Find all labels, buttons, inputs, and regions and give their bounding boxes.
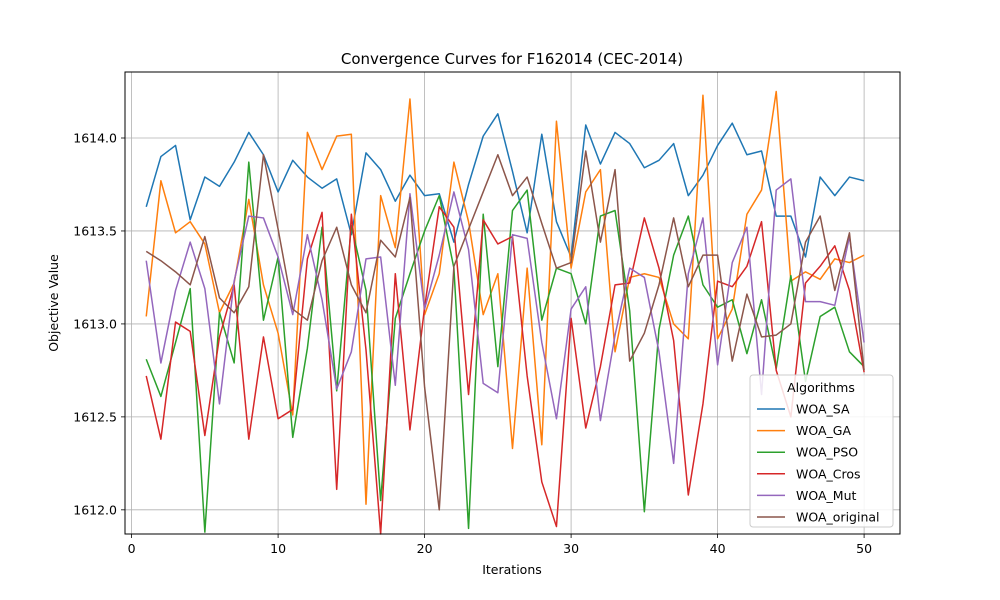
legend-title: Algorithms	[787, 380, 855, 395]
x-tick-label: 30	[563, 541, 579, 556]
legend-entry: WOA_PSO	[796, 445, 858, 460]
legend-entry: WOA_original	[796, 510, 880, 525]
series-line-woa-sa	[145, 113, 865, 258]
y-tick-label: 1614.0	[73, 131, 117, 146]
legend-entry: WOA_GA	[796, 423, 851, 438]
series-line-woa-original	[145, 150, 865, 511]
legend-entry: WOA_Cros	[796, 466, 861, 481]
legend-entry: WOA_Mut	[796, 488, 856, 503]
y-tick-label: 1612.0	[73, 502, 117, 517]
legend-items: WOA_SA WOA_GA WOA_PSO WOA_Cros WOA_Mut WOA_or…	[757, 402, 880, 525]
x-tick-label: 20	[417, 541, 433, 556]
chart-title: Convergence Curves for F162014 (CEC-2014…	[341, 50, 683, 68]
legend-box	[749, 374, 894, 528]
series-line-woa-ga	[145, 90, 865, 505]
x-tick-label: 40	[710, 541, 726, 556]
series-line-woa-mut	[145, 178, 865, 465]
x-tick-label: 50	[856, 541, 872, 556]
y-tick-label: 1612.5	[73, 409, 117, 424]
series-line-woa-cros	[145, 206, 865, 535]
y-tick-label: 1613.0	[73, 316, 117, 331]
y-tick-label: 1613.5	[73, 223, 117, 238]
y-axis-ticks: 1612.0 1612.5 1613.0 1613.5 1614.0	[73, 131, 125, 517]
legend-entry: WOA_SA	[796, 402, 850, 417]
legend: Algorithms WOA_SAWOA_GAWOA_PSOWOA_CrosWO…	[749, 374, 894, 528]
plot-frame	[124, 71, 901, 535]
series-line-woa-pso	[145, 161, 865, 533]
x-axis-ticks: 0 10 20 30 40 50	[128, 534, 872, 556]
x-axis-title: Iterations	[482, 562, 542, 577]
y-axis-title: Objective Value	[46, 254, 61, 352]
x-tick-label: 0	[128, 541, 136, 556]
plot-lines	[145, 90, 865, 535]
x-tick-label: 10	[270, 541, 286, 556]
